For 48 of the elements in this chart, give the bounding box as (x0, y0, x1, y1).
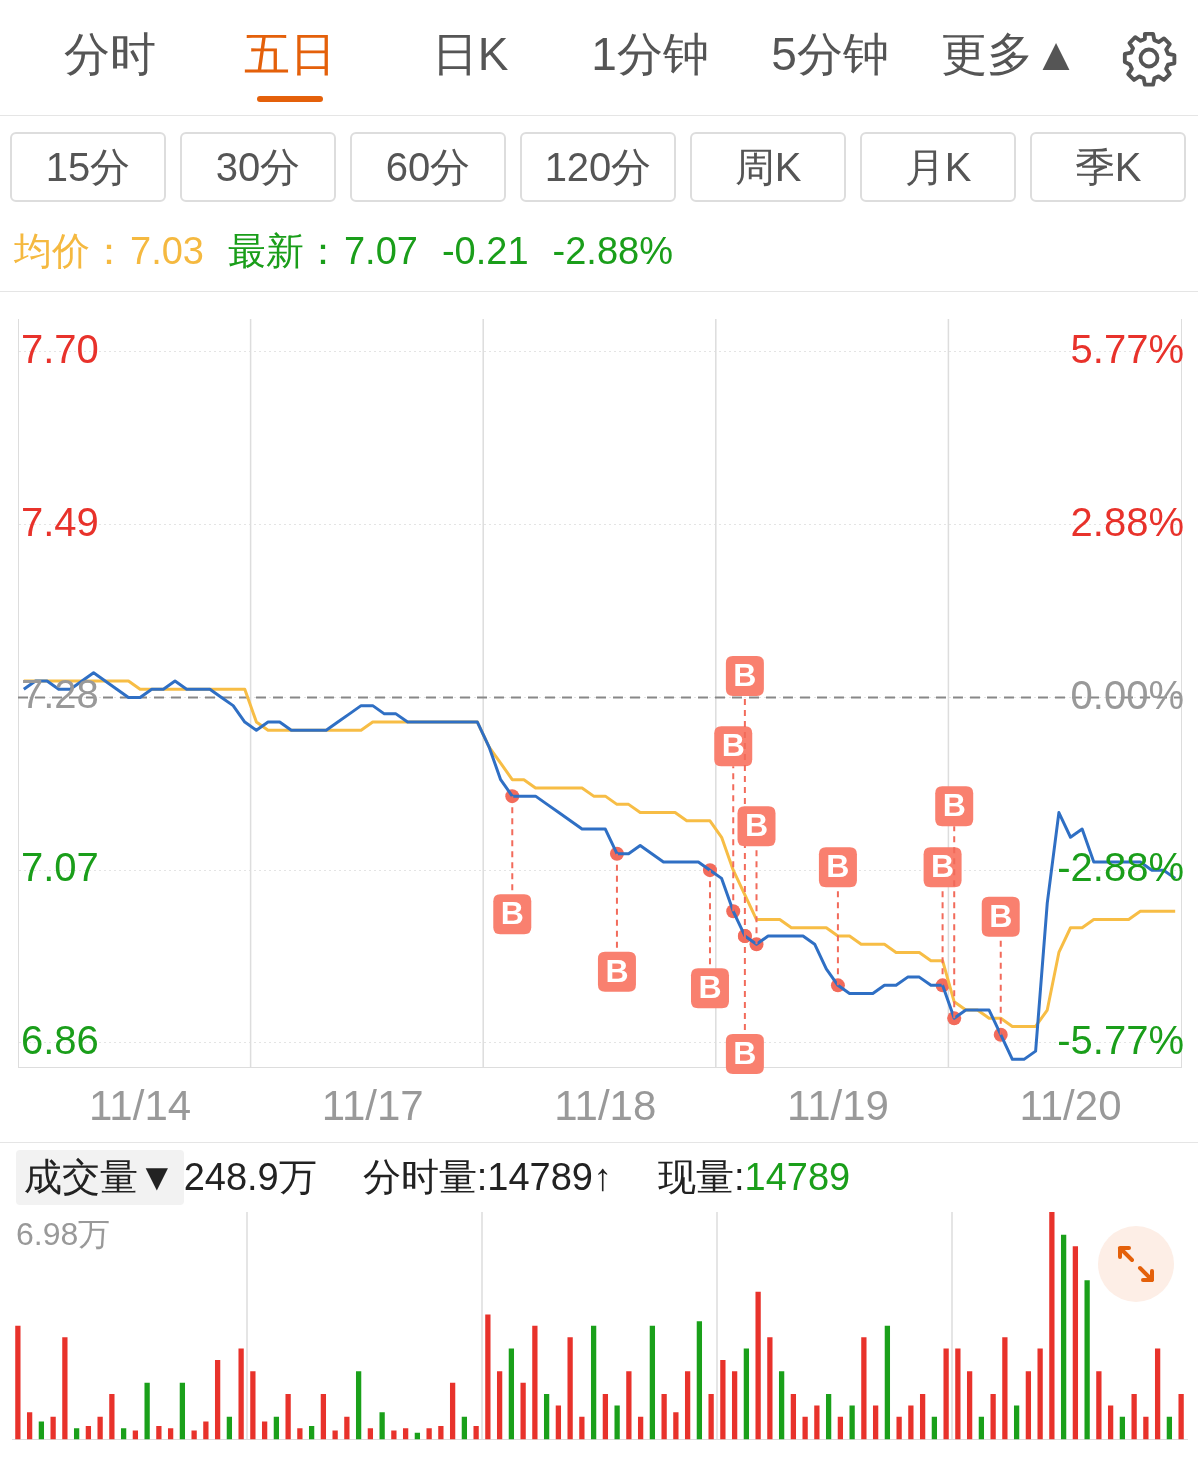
annotation: B (721, 727, 745, 764)
annotation: B (989, 897, 1013, 934)
text: 15分 (10, 132, 166, 202)
text: 现量: (657, 1155, 745, 1200)
text: 30分 (180, 132, 336, 202)
text: 1分钟 (591, 27, 709, 80)
y2-tick-label: -5.77% (1057, 1018, 1184, 1063)
text: -2.88% (552, 230, 673, 273)
x-tick-label: 11/20 (1019, 1082, 1122, 1130)
annotation: B (744, 807, 769, 844)
text: 成交量▼ (16, 1150, 184, 1205)
text: -0.21 (441, 230, 529, 273)
y-tick-label: 7.70 (21, 326, 99, 371)
annotation: B (698, 969, 722, 1005)
y-tick-label: 6.86 (21, 1017, 99, 1062)
text: 7.07 (343, 230, 418, 273)
text: 季K (1030, 132, 1186, 202)
text: 更多▲ (941, 27, 1079, 80)
annotation: 6.98万 (16, 1215, 111, 1252)
annotation: B (931, 848, 955, 885)
text: 日K (431, 27, 509, 80)
text: 248.9万 (183, 1155, 317, 1200)
annotation: B (733, 656, 757, 693)
text: 均价： (14, 229, 128, 274)
text: 最新： (227, 229, 342, 274)
text: 60分 (350, 132, 506, 202)
y2-tick-label: 5.77% (1070, 326, 1184, 371)
text: 五日 (244, 27, 336, 80)
text: 分时量:14789↑ (362, 1155, 612, 1200)
y-tick-label: 7.49 (21, 499, 99, 544)
text: 周K (690, 132, 846, 202)
x-tick-label: 11/17 (321, 1082, 424, 1130)
text: 7.03 (130, 230, 204, 273)
annotation: B (500, 894, 524, 931)
annotation: B (826, 848, 850, 885)
x-tick-label: 11/18 (554, 1082, 657, 1130)
text: 分时 (64, 27, 156, 80)
x-tick-label: 11/14 (89, 1082, 192, 1130)
text: 120分 (520, 132, 676, 202)
annotation: B (942, 787, 966, 824)
y-tick-label: 7.07 (21, 845, 99, 890)
text: 5分钟 (771, 27, 889, 80)
x-tick-label: 11/19 (786, 1082, 889, 1130)
annotation: B (733, 1034, 757, 1071)
annotation: B (605, 952, 629, 989)
y2-tick-label: 2.88% (1070, 500, 1184, 545)
text: 14789 (744, 1156, 851, 1199)
text: 月K (860, 132, 1016, 202)
